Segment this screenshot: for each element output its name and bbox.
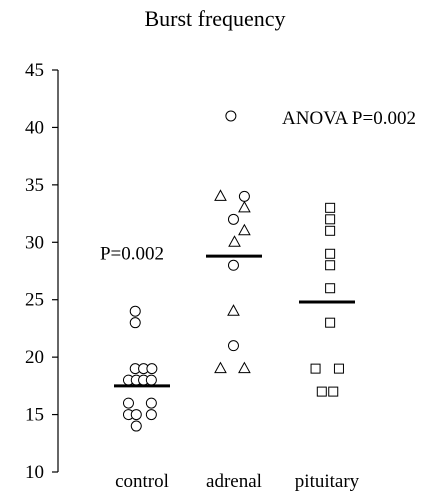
point-circle bbox=[227, 213, 239, 225]
point-circle bbox=[145, 409, 157, 421]
point-circle bbox=[145, 374, 157, 386]
y-tick-label: 25 bbox=[25, 290, 44, 311]
chart-title: Burst frequency bbox=[144, 6, 286, 31]
point-square bbox=[325, 248, 336, 259]
mean-lines bbox=[114, 254, 355, 388]
point-circle bbox=[129, 305, 141, 317]
y-tick-label: 10 bbox=[25, 462, 44, 483]
point-circle bbox=[227, 259, 239, 271]
y-tick-label: 20 bbox=[25, 347, 44, 368]
x-category-label: pituitary bbox=[295, 471, 360, 491]
point-circle bbox=[122, 397, 134, 409]
x-category-label: adrenal bbox=[206, 471, 262, 491]
y-axis: 10 15 20 25 30 35 40 45 bbox=[25, 60, 59, 483]
point-triangle bbox=[238, 361, 251, 374]
point-circle bbox=[130, 409, 142, 421]
y-tick-label: 30 bbox=[25, 232, 44, 253]
point-square bbox=[328, 386, 339, 397]
y-tick-label: 15 bbox=[25, 405, 44, 426]
x-category-label: control bbox=[115, 471, 169, 491]
point-square bbox=[325, 283, 336, 294]
point-circle bbox=[238, 190, 250, 202]
point-square bbox=[325, 214, 336, 225]
point-square bbox=[325, 317, 336, 328]
point-triangle bbox=[214, 361, 227, 374]
point-triangle bbox=[238, 200, 251, 213]
point-square bbox=[325, 202, 336, 213]
point-square bbox=[333, 363, 344, 374]
point-circle bbox=[130, 420, 142, 432]
annotation-text: ANOVA P=0.002 bbox=[282, 108, 416, 129]
data-points bbox=[122, 110, 344, 432]
point-triangle bbox=[228, 235, 241, 247]
point-square bbox=[325, 225, 336, 236]
point-circle bbox=[146, 363, 158, 375]
point-circle bbox=[145, 397, 157, 409]
point-triangle bbox=[214, 189, 227, 201]
point-circle bbox=[227, 340, 239, 352]
annotation-text: P=0.002 bbox=[100, 244, 164, 265]
y-tick-label: 35 bbox=[25, 175, 44, 196]
y-tick-label: 40 bbox=[25, 117, 44, 138]
point-circle bbox=[129, 317, 141, 329]
point-triangle bbox=[238, 223, 251, 236]
point-square bbox=[316, 386, 327, 397]
point-triangle bbox=[227, 304, 240, 316]
x-category-labels: control adrenal pituitary bbox=[115, 471, 360, 491]
annotations: P=0.002 ANOVA P=0.002 bbox=[100, 108, 416, 265]
point-square bbox=[325, 260, 336, 271]
point-square bbox=[310, 363, 321, 374]
y-tick-label: 45 bbox=[25, 60, 44, 81]
point-circle bbox=[225, 110, 237, 122]
